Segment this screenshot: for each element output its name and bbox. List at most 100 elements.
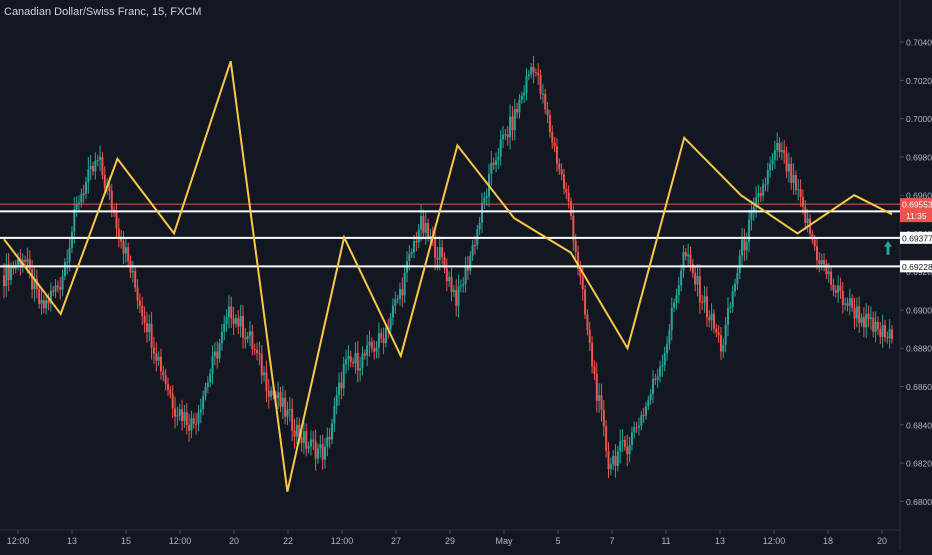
candle-body xyxy=(607,451,610,470)
candle-body xyxy=(157,356,160,361)
candle-body xyxy=(825,264,828,275)
candle-body xyxy=(38,289,41,304)
candle-body xyxy=(342,364,345,389)
candle-body xyxy=(811,233,814,240)
candle-body xyxy=(680,270,683,286)
candle-body xyxy=(220,331,223,344)
candle-body xyxy=(762,184,765,196)
candle-body xyxy=(246,335,249,340)
candle-body xyxy=(31,269,34,290)
candle-body xyxy=(562,174,565,189)
price-tick-label: 0.68000 xyxy=(906,497,932,507)
candle-body xyxy=(241,315,244,338)
candle-body xyxy=(450,277,453,293)
candle-body xyxy=(876,321,879,330)
candle-body xyxy=(469,255,472,271)
candle-body xyxy=(307,446,310,449)
candle-body xyxy=(206,382,209,387)
candle-body xyxy=(291,408,294,431)
candle-body xyxy=(581,276,584,290)
candle-body xyxy=(495,160,498,165)
time-tick-label: 18 xyxy=(823,536,833,546)
candle-body xyxy=(534,72,537,74)
time-tick-label: 11 xyxy=(661,536,670,546)
candle-body xyxy=(544,93,547,110)
candle-body xyxy=(745,242,748,251)
candle-body xyxy=(708,317,711,321)
candle-body xyxy=(445,268,448,282)
candle-body xyxy=(773,150,776,160)
current-price-label-box xyxy=(900,198,932,223)
candle-body xyxy=(806,218,809,223)
candle-body xyxy=(670,307,673,331)
candle-body xyxy=(654,378,657,380)
candle-body xyxy=(862,317,865,328)
candle-body xyxy=(614,455,617,466)
candle-body xyxy=(722,344,725,352)
candle-body xyxy=(466,265,469,271)
candle-body xyxy=(858,306,861,323)
candle-body xyxy=(560,169,563,175)
candle-body xyxy=(605,426,608,452)
time-axis: 12:00 13 15 12:00 20 22 12:00 27 29 May 5 7 11 13 12:0… xyxy=(7,530,887,546)
candle-body xyxy=(492,162,495,165)
candle-body xyxy=(314,441,317,459)
candle-body xyxy=(799,189,802,197)
candle-body xyxy=(145,323,148,333)
candle-body xyxy=(640,415,643,426)
candle-body xyxy=(162,371,165,376)
candle-body xyxy=(127,247,130,262)
candle-body xyxy=(555,146,558,164)
time-tick-label: 15 xyxy=(121,536,131,546)
candle-body xyxy=(518,99,521,113)
candle-body xyxy=(755,197,758,207)
candle-body xyxy=(586,314,589,331)
candle-body xyxy=(117,228,120,238)
candle-body xyxy=(813,239,816,247)
candle-body xyxy=(152,347,155,354)
candle-body xyxy=(808,218,811,234)
candle-body xyxy=(888,329,891,339)
candle-body xyxy=(778,142,781,152)
candle-body xyxy=(302,431,305,443)
candle-body xyxy=(869,317,872,320)
candle-body xyxy=(823,260,826,265)
candle-body xyxy=(844,303,847,305)
candle-body xyxy=(659,366,662,377)
time-tick-label: 13 xyxy=(67,536,77,546)
candle-body xyxy=(209,373,212,383)
candle-body xyxy=(363,353,366,356)
candle-body xyxy=(40,300,43,304)
candle-body xyxy=(178,409,181,416)
candle-body xyxy=(237,318,240,327)
candle-body xyxy=(490,162,493,174)
candle-body xyxy=(830,271,833,285)
candle-body xyxy=(389,317,392,330)
level-label: 0.69377 xyxy=(902,233,932,243)
candle-body xyxy=(600,395,603,410)
candle-body xyxy=(848,298,851,306)
candle-body xyxy=(427,223,430,238)
candle-body xyxy=(834,290,837,293)
candle-body xyxy=(851,298,854,308)
time-tick-label: 7 xyxy=(609,536,614,546)
candle-body xyxy=(159,356,162,372)
candle-body xyxy=(574,240,577,253)
candle-body xyxy=(853,307,856,319)
candle-body xyxy=(628,444,631,455)
candle-body xyxy=(204,386,207,397)
candle-body xyxy=(504,134,507,136)
candle-body xyxy=(734,283,737,292)
candle-body xyxy=(171,394,174,409)
candle-body xyxy=(101,156,104,175)
time-tick-label: 12:00 xyxy=(331,536,354,546)
candle-body xyxy=(462,284,465,286)
candle-body xyxy=(384,328,387,344)
candle-body xyxy=(579,268,582,277)
